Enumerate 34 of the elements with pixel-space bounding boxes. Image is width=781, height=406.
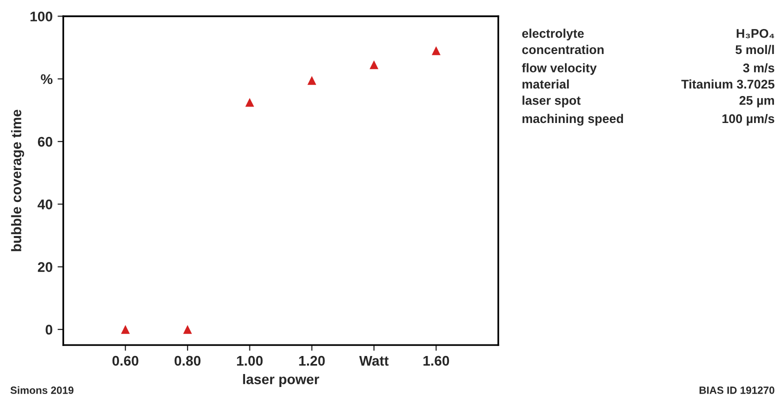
text: Simons 2019: [10, 386, 74, 394]
point: [183, 325, 192, 334]
x-tick-label: 1.60: [423, 356, 450, 366]
text: flow velocity: [522, 63, 597, 75]
point: [370, 60, 378, 70]
y-tick-label: %: [40, 74, 52, 84]
x-axis-title: laser power: [243, 374, 320, 387]
text: electrolyte: [522, 28, 584, 40]
x-tick-label: 1.00: [237, 356, 263, 366]
text: laser spot: [522, 96, 581, 108]
point: [245, 98, 254, 107]
y-tick-label: 60: [38, 136, 52, 147]
y-tick-label: 100: [30, 12, 52, 22]
text: machining speed: [522, 114, 623, 126]
text: 3 m/s: [743, 63, 774, 72]
x-tick-label: 0.80: [174, 356, 200, 366]
point: [432, 46, 441, 56]
y-axis-title: bubble coverage time: [11, 110, 24, 252]
x-tick-label: Watt: [359, 356, 389, 366]
text: material: [522, 79, 569, 89]
point: [307, 76, 316, 85]
text: 100 µm/s: [722, 114, 774, 126]
text: concentration: [522, 44, 604, 54]
text: BIAS ID 191270: [700, 386, 774, 394]
point: [121, 325, 130, 334]
text: 5 mol/l: [736, 44, 774, 54]
text: 25 µm: [739, 96, 774, 108]
y-tick-label: 0: [46, 324, 52, 335]
x-tick-label: 1.20: [299, 356, 325, 366]
text: Titanium 3.7025: [681, 79, 774, 89]
x-tick-label: 0.60: [112, 356, 138, 366]
y-tick-label: 40: [38, 199, 52, 210]
y-tick-label: 20: [38, 262, 52, 272]
text: H₃PO₄: [736, 29, 774, 38]
